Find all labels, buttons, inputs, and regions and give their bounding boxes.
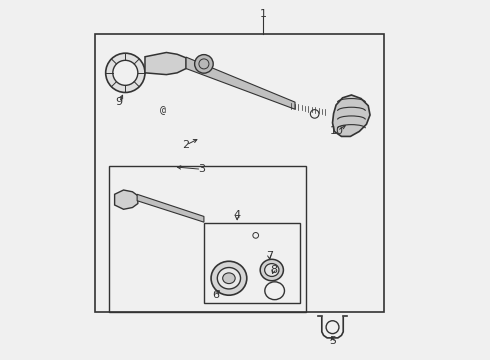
Polygon shape: [115, 190, 138, 209]
Polygon shape: [333, 95, 370, 136]
Text: 4: 4: [234, 210, 241, 220]
Bar: [204, 223, 300, 303]
Ellipse shape: [211, 261, 247, 295]
Polygon shape: [137, 194, 204, 222]
Text: 8: 8: [270, 265, 277, 275]
Ellipse shape: [265, 264, 279, 276]
Text: 2: 2: [182, 140, 190, 150]
Ellipse shape: [218, 267, 241, 289]
Text: 7: 7: [266, 251, 273, 261]
Text: 1: 1: [259, 9, 267, 19]
Ellipse shape: [222, 273, 235, 284]
Text: @: @: [160, 105, 166, 115]
Polygon shape: [145, 53, 186, 75]
Polygon shape: [186, 57, 295, 109]
Circle shape: [106, 53, 145, 93]
Text: 10: 10: [330, 126, 344, 136]
Text: 6: 6: [212, 290, 219, 300]
Text: 9: 9: [116, 97, 123, 107]
Bar: [109, 166, 306, 312]
Text: 3: 3: [198, 164, 205, 174]
Bar: [95, 33, 384, 312]
Circle shape: [113, 60, 138, 85]
Circle shape: [195, 55, 213, 73]
Text: 5: 5: [329, 337, 336, 346]
Ellipse shape: [260, 259, 283, 281]
